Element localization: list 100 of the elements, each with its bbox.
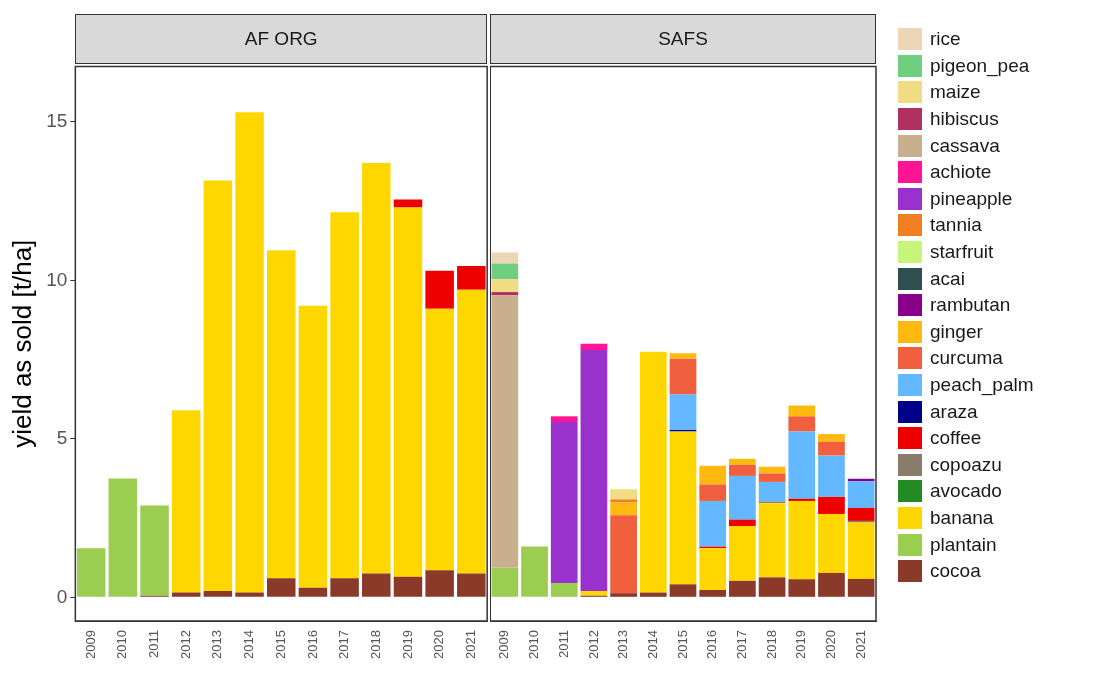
y-tick-label: 5 bbox=[56, 427, 68, 449]
x-tick-label: 2018 bbox=[367, 630, 383, 659]
bar bbox=[669, 431, 697, 585]
legend-label: rambutan bbox=[930, 294, 1011, 317]
bar bbox=[362, 573, 391, 597]
bar bbox=[818, 441, 845, 456]
bar bbox=[266, 250, 296, 579]
bar bbox=[330, 578, 359, 597]
bar bbox=[457, 266, 486, 290]
bar bbox=[758, 577, 786, 597]
bar bbox=[491, 292, 519, 296]
bar bbox=[699, 500, 727, 547]
bar bbox=[788, 579, 816, 597]
bar bbox=[669, 353, 697, 359]
bar bbox=[788, 416, 816, 432]
bar bbox=[393, 576, 423, 597]
bar bbox=[818, 434, 845, 442]
bar bbox=[729, 458, 756, 465]
bar bbox=[788, 500, 816, 580]
bar bbox=[203, 590, 233, 597]
bar bbox=[699, 484, 727, 501]
chart-title: AF ORG bbox=[75, 14, 488, 65]
legend-label: acai bbox=[930, 267, 965, 290]
bar bbox=[521, 546, 548, 597]
x-tick-label: 2012 bbox=[585, 630, 601, 659]
bar bbox=[491, 252, 519, 264]
x-tick-label: 2011 bbox=[555, 630, 571, 659]
x-tick-label: 2021 bbox=[852, 630, 868, 659]
bar bbox=[818, 496, 845, 514]
bar bbox=[362, 163, 391, 574]
bar bbox=[729, 464, 756, 476]
bar bbox=[758, 481, 786, 502]
bar bbox=[818, 572, 845, 597]
legend-label: avocado bbox=[930, 480, 1002, 503]
bar bbox=[758, 473, 786, 482]
legend-label: banana bbox=[930, 506, 994, 529]
bar bbox=[729, 580, 756, 597]
legend-label: curcuma bbox=[930, 347, 1003, 370]
x-tick-label: 2014 bbox=[241, 630, 257, 659]
x-tick-label: 2020 bbox=[431, 630, 447, 659]
legend-label: maize bbox=[930, 81, 981, 104]
bar bbox=[818, 513, 845, 573]
bar bbox=[266, 578, 296, 597]
bar bbox=[610, 489, 637, 500]
x-tick-label: 2010 bbox=[526, 630, 542, 659]
x-tick-label: 2013 bbox=[615, 630, 631, 659]
bar bbox=[729, 475, 756, 520]
legend-label: coffee bbox=[930, 427, 982, 450]
x-tick-label: 2017 bbox=[733, 630, 749, 659]
x-tick-label: 2016 bbox=[304, 630, 320, 659]
x-tick-label: 2017 bbox=[336, 630, 352, 659]
bar bbox=[550, 422, 578, 584]
bar bbox=[298, 305, 328, 588]
bar bbox=[610, 499, 637, 503]
bar bbox=[425, 308, 454, 571]
bar bbox=[393, 207, 423, 577]
bar bbox=[171, 592, 201, 597]
bar bbox=[699, 465, 727, 485]
bar bbox=[610, 515, 637, 594]
legend-label: hibiscus bbox=[930, 108, 999, 131]
bar bbox=[818, 455, 845, 497]
bar bbox=[550, 416, 578, 423]
bar bbox=[491, 567, 519, 597]
legend-label: tannia bbox=[930, 214, 982, 237]
legend-label: peach_palm bbox=[930, 374, 1034, 397]
x-tick-label: 2019 bbox=[793, 630, 809, 659]
legend-label: achiote bbox=[930, 161, 992, 184]
x-tick-label: 2015 bbox=[272, 630, 288, 659]
bar bbox=[550, 583, 578, 597]
bar bbox=[610, 593, 637, 597]
bar bbox=[580, 590, 608, 596]
bar bbox=[788, 405, 816, 417]
bar bbox=[203, 180, 233, 591]
bar bbox=[425, 270, 454, 309]
bar bbox=[235, 112, 264, 593]
legend-label: ginger bbox=[930, 320, 983, 343]
bar bbox=[457, 289, 486, 574]
bar bbox=[699, 590, 727, 597]
bar bbox=[580, 350, 608, 591]
y-tick-label: 0 bbox=[56, 585, 68, 607]
bar bbox=[491, 295, 519, 568]
x-tick-label: 2015 bbox=[674, 630, 690, 659]
legend-label: pineapple bbox=[930, 187, 1013, 210]
bar bbox=[580, 343, 608, 351]
bar bbox=[610, 502, 637, 516]
bar bbox=[330, 212, 359, 579]
legend-label: araza bbox=[930, 400, 978, 423]
legend-label: cocoa bbox=[930, 560, 981, 583]
x-tick-label: 2010 bbox=[114, 630, 130, 659]
bar bbox=[788, 431, 816, 499]
x-tick-label: 2021 bbox=[462, 630, 478, 659]
x-tick-label: 2016 bbox=[704, 630, 720, 659]
bar bbox=[729, 525, 756, 581]
bar bbox=[140, 505, 169, 596]
bar bbox=[171, 410, 201, 593]
legend-label: cassava bbox=[930, 134, 1000, 157]
bar bbox=[108, 478, 138, 597]
bar bbox=[669, 394, 697, 430]
bar bbox=[235, 592, 264, 597]
bar bbox=[639, 592, 667, 597]
